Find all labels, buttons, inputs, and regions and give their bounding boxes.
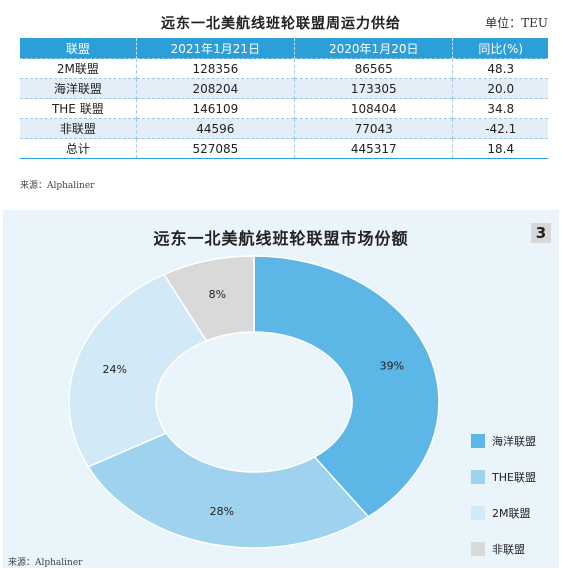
cell-2020: 108404 xyxy=(294,98,454,119)
cell-yoy: -42.1 xyxy=(452,118,548,139)
legend-item-1: 海洋联盟 xyxy=(471,423,536,459)
donut-slice-1 xyxy=(253,255,440,518)
slice-label-3: 24% xyxy=(103,363,127,376)
table-source: 来源：Alphaliner xyxy=(20,181,95,191)
cell-yoy: 34.8 xyxy=(452,98,548,119)
chart-legend: 海洋联盟 THE联盟 2M联盟非联盟 xyxy=(471,423,536,567)
header-2020: 2020年1月20日 xyxy=(294,38,454,59)
donut-slice-3 xyxy=(68,273,208,468)
table-row: 非联盟 44596 77043 -42.1 xyxy=(20,118,548,139)
legend-swatch xyxy=(471,506,485,520)
legend-label: 海洋联盟 xyxy=(492,435,536,448)
table-header-row: 联盟 2021年1月21日 2020年1月20日 同比(%) xyxy=(20,38,548,59)
cell-2020: 86565 xyxy=(294,58,454,79)
chart-title: 远东一北美航线班轮联盟市场份额 xyxy=(153,229,409,248)
table-title: 远东一北美航线班轮联盟周运力供给 xyxy=(161,16,401,32)
cell-alliance: 海洋联盟 xyxy=(20,78,137,99)
table-row: THE 联盟 146109 108404 34.8 xyxy=(20,98,548,119)
cell-2020: 173305 xyxy=(294,78,454,99)
table-row: 2M联盟 128356 86565 48.3 xyxy=(20,58,548,79)
table-row-total: 总计 527085 445317 18.4 xyxy=(20,138,548,159)
donut-chart: 39% 28% 24% 8% xyxy=(68,255,440,549)
cell-2021: 146109 xyxy=(136,98,296,119)
table-row: 海洋联盟 208204 173305 20.0 xyxy=(20,78,548,99)
legend-label: 2M联盟 xyxy=(492,507,531,520)
slice-label-1: 39% xyxy=(380,359,404,372)
cell-alliance: 非联盟 xyxy=(20,118,137,139)
legend-item-4: 非联盟 xyxy=(471,531,536,567)
cell-alliance: 总计 xyxy=(20,138,137,159)
donut-chart-panel: 远东一北美航线班轮联盟市场份额 3 39% 28% 24% 8% 海洋联盟 THE联盟 2… xyxy=(3,210,559,568)
legend-label: 非联盟 xyxy=(492,543,525,556)
legend-item-3: 2M联盟 xyxy=(471,495,536,531)
supply-table: 联盟 2021年1月21日 2020年1月20日 同比(%) 2M联盟 1283… xyxy=(20,38,548,159)
legend-item-2: THE联盟 xyxy=(471,459,536,495)
header-2021: 2021年1月21日 xyxy=(136,38,296,59)
slice-label-4: 8% xyxy=(209,288,226,301)
legend-swatch xyxy=(471,542,485,556)
cell-yoy: 18.4 xyxy=(452,138,548,159)
header-alliance: 联盟 xyxy=(20,38,137,59)
cell-2021: 208204 xyxy=(136,78,296,99)
cell-2021: 527085 xyxy=(136,138,296,159)
chart-source: 来源：Alphaliner xyxy=(8,558,83,568)
cell-yoy: 20.0 xyxy=(452,78,548,99)
cell-alliance: THE 联盟 xyxy=(20,98,137,119)
donut-slice-4 xyxy=(162,255,255,342)
table-unit: 单位：TEU xyxy=(485,16,548,30)
legend-swatch xyxy=(471,470,485,484)
figure-number-badge: 3 xyxy=(531,223,551,243)
cell-yoy: 48.3 xyxy=(452,58,548,79)
cell-alliance: 2M联盟 xyxy=(20,58,137,79)
donut-slice-2 xyxy=(87,432,370,549)
legend-label: THE联盟 xyxy=(492,471,536,484)
header-yoy: 同比(%) xyxy=(452,38,548,59)
cell-2020: 445317 xyxy=(294,138,454,159)
cell-2021: 128356 xyxy=(136,58,296,79)
legend-swatch xyxy=(471,434,485,448)
supply-table-panel: 远东一北美航线班轮联盟周运力供给 单位：TEU 联盟 2021年1月21日 20… xyxy=(0,0,562,196)
cell-2020: 77043 xyxy=(294,118,454,139)
slice-label-2: 28% xyxy=(210,505,234,518)
cell-2021: 44596 xyxy=(136,118,296,139)
